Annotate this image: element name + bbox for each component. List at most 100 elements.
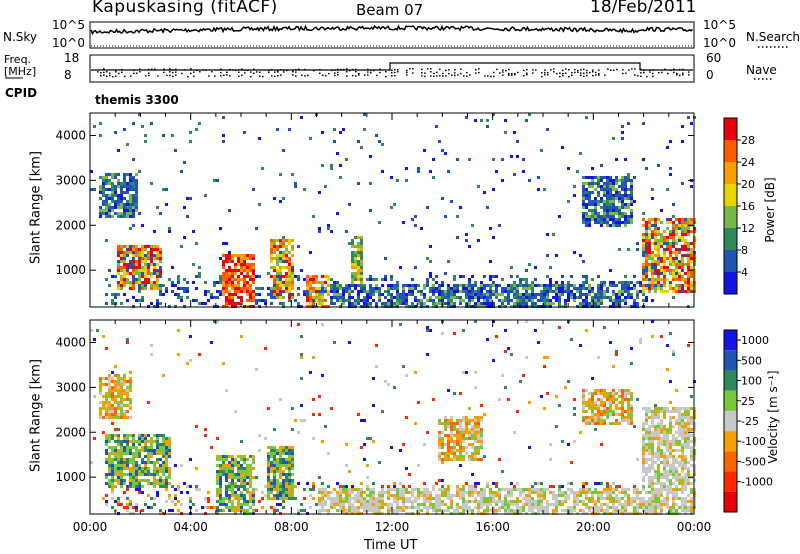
- heatmap-cell: [621, 416, 624, 419]
- heatmap-cell: [456, 488, 459, 491]
- heatmap-cell: [522, 296, 525, 299]
- heatmap-cell: [267, 452, 270, 455]
- heatmap-cell: [516, 287, 519, 290]
- heatmap-cell: [483, 284, 486, 287]
- heatmap-cell: [273, 452, 276, 455]
- heatmap-cell: [393, 296, 396, 299]
- heatmap-cell: [132, 266, 135, 269]
- heatmap-cell: [654, 284, 657, 287]
- heatmap-cell: [474, 488, 477, 491]
- freq-point: [442, 75, 444, 77]
- heatmap-cell: [135, 473, 138, 476]
- heatmap-cell: [111, 185, 114, 188]
- heatmap-cell: [138, 251, 141, 254]
- heatmap-cell: [117, 473, 120, 476]
- heatmap-cell: [645, 437, 648, 440]
- heatmap-cell: [468, 422, 471, 425]
- heatmap-cell: [312, 488, 315, 491]
- heatmap-cell: [252, 188, 255, 191]
- heatmap-cell: [396, 293, 399, 296]
- heatmap-cell: [165, 203, 168, 206]
- heatmap-cell: [129, 416, 132, 419]
- heatmap-cell: [585, 299, 588, 302]
- heatmap-cell: [342, 488, 345, 491]
- heatmap-cell: [168, 455, 171, 458]
- heatmap-cell: [471, 509, 474, 512]
- heatmap-cell: [129, 398, 132, 401]
- heatmap-cell: [207, 290, 210, 293]
- heatmap-cell: [135, 449, 138, 452]
- heatmap-cell: [150, 353, 153, 356]
- heatmap-cell: [288, 464, 291, 467]
- heatmap-cell: [660, 260, 663, 263]
- heatmap-cell: [441, 503, 444, 506]
- freq-point: [334, 72, 336, 74]
- heatmap-cell: [483, 302, 486, 305]
- freq-point: [490, 75, 492, 78]
- heatmap-cell: [150, 254, 153, 257]
- heatmap-cell: [252, 266, 255, 269]
- heatmap-cell: [549, 299, 552, 302]
- heatmap-cell: [378, 140, 381, 143]
- heatmap-cell: [603, 404, 606, 407]
- heatmap-cell: [519, 284, 522, 287]
- heatmap-cell: [666, 227, 669, 230]
- heatmap-cell: [132, 452, 135, 455]
- heatmap-cell: [648, 266, 651, 269]
- heatmap-cell: [618, 209, 621, 212]
- heatmap-cell: [150, 437, 153, 440]
- heatmap-cell: [573, 185, 576, 188]
- heatmap-cell: [300, 116, 303, 119]
- heatmap-cell: [117, 455, 120, 458]
- heatmap-cell: [669, 221, 672, 224]
- heatmap-cell: [594, 197, 597, 200]
- heatmap-cell: [129, 440, 132, 443]
- heatmap-cell: [444, 293, 447, 296]
- heatmap-cell: [255, 368, 258, 371]
- heatmap-cell: [684, 227, 687, 230]
- heatmap-cell: [243, 500, 246, 503]
- heatmap-cell: [282, 506, 285, 509]
- heatmap-cell: [249, 470, 252, 473]
- freq-point: [571, 74, 573, 77]
- heatmap-cell: [672, 275, 675, 278]
- heatmap-cell: [321, 503, 324, 506]
- heatmap-cell: [456, 236, 459, 239]
- freq-point: [391, 69, 393, 71]
- heatmap-cell: [555, 497, 558, 500]
- heatmap-cell: [585, 275, 588, 278]
- heatmap-cell: [363, 419, 366, 422]
- heatmap-cell: [120, 194, 123, 197]
- heatmap-cell: [303, 488, 306, 491]
- heatmap-cell: [327, 275, 330, 278]
- heatmap-cell: [489, 500, 492, 503]
- heatmap-cell: [147, 269, 150, 272]
- heatmap-cell: [147, 461, 150, 464]
- heatmap-cell: [522, 170, 525, 173]
- heatmap-cell: [321, 164, 324, 167]
- heatmap-cell: [282, 275, 285, 278]
- heatmap-cell: [111, 485, 114, 488]
- heatmap-cell: [525, 287, 528, 290]
- heatmap-cell: [675, 257, 678, 260]
- heatmap-cell: [147, 470, 150, 473]
- heatmap-cell: [468, 431, 471, 434]
- heatmap-cell: [591, 422, 594, 425]
- freq-point: [181, 72, 183, 75]
- heatmap-cell: [498, 500, 501, 503]
- heatmap-cell: [558, 404, 561, 407]
- heatmap-cell: [387, 284, 390, 287]
- heatmap-cell: [423, 482, 426, 485]
- heatmap-cell: [468, 284, 471, 287]
- heatmap-cell: [588, 203, 591, 206]
- heatmap-cell: [108, 470, 111, 473]
- heatmap-cell: [360, 482, 363, 485]
- heatmap-cell: [588, 290, 591, 293]
- heatmap-cell: [252, 263, 255, 266]
- heatmap-cell: [177, 287, 180, 290]
- heatmap-cell: [318, 296, 321, 299]
- heatmap-cell: [570, 275, 573, 278]
- heatmap-cell: [237, 302, 240, 305]
- heatmap-cell: [366, 293, 369, 296]
